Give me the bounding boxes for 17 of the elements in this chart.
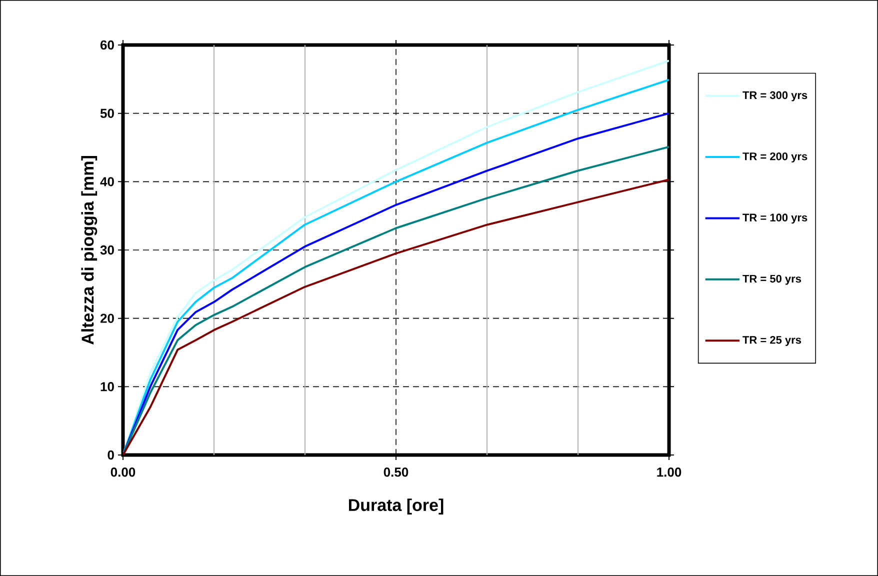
y-tick-label: 50 bbox=[100, 108, 114, 118]
x-tick-label: 0.00 bbox=[110, 468, 136, 477]
y-tick-label: 30 bbox=[100, 245, 114, 255]
legend-label: TR = 25 yrs bbox=[742, 336, 802, 346]
y-tick-label: 20 bbox=[100, 314, 114, 323]
y-tick-label: 60 bbox=[100, 40, 114, 50]
legend-label: TR = 200 yrs bbox=[742, 152, 808, 162]
x-tick-label: 0.50 bbox=[384, 468, 408, 477]
legend-label: TR = 100 yrs bbox=[742, 214, 808, 224]
legend-label: TR = 50 yrs bbox=[742, 274, 802, 285]
x-axis-title: Durata [ore] bbox=[348, 498, 444, 514]
x-tick-label: 1.00 bbox=[657, 468, 682, 477]
y-tick-label: 0 bbox=[108, 450, 114, 460]
y-axis-title: Altezza di pioggia [mm] bbox=[81, 156, 98, 344]
y-tick-label: 40 bbox=[100, 177, 114, 186]
legend-label: TR = 300 yrs bbox=[742, 91, 808, 102]
y-tick-label: 10 bbox=[100, 382, 114, 392]
